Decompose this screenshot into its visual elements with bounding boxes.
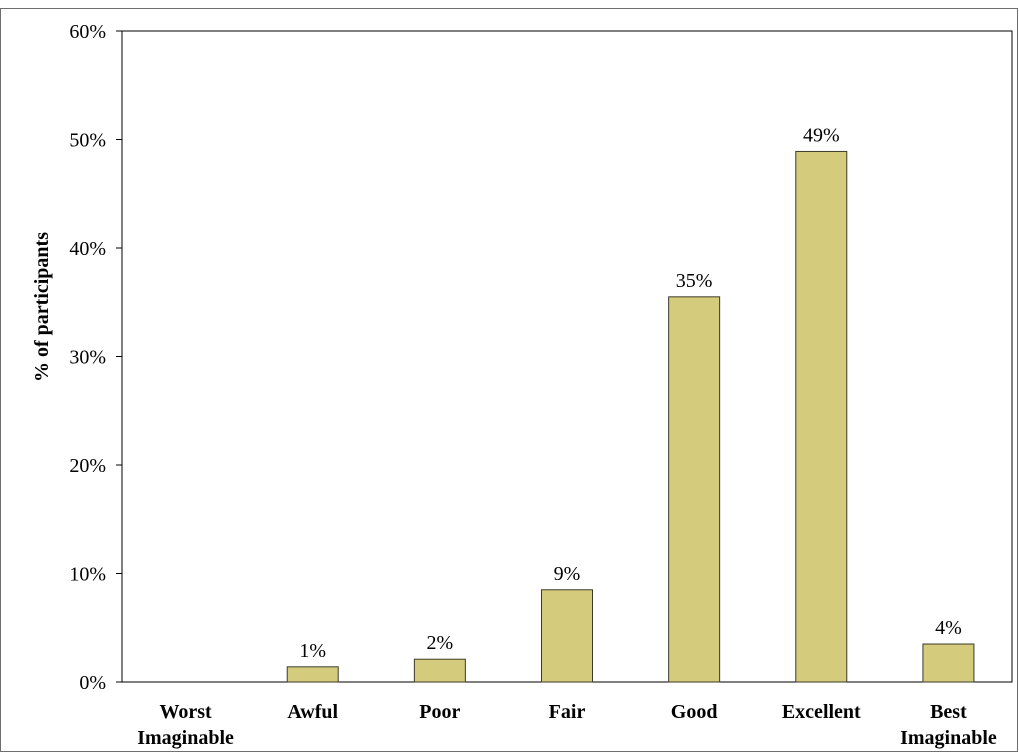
outer-frame — [0, 8, 1018, 752]
x-tick-label: Excellent — [782, 701, 861, 723]
x-tick-label: Good — [671, 701, 718, 723]
x-tick-label: Best Imaginable — [900, 701, 997, 749]
y-axis-title: % of participants — [31, 232, 53, 382]
x-tick-label: Worst Imaginable — [137, 701, 234, 749]
category-labels: Worst Imaginable Awful Poor Fair Good Excellen… — [137, 701, 997, 749]
y-tick-label: 30% — [69, 347, 106, 369]
data-label: 2% — [427, 632, 454, 654]
data-label: 35% — [676, 270, 713, 292]
y-tick-label: 50% — [69, 130, 106, 152]
y-tick-label: 60% — [69, 21, 106, 43]
data-labels: 1% 2% 9% 35% 49% 4% — [299, 124, 961, 661]
x-tick-label: Fair — [549, 701, 586, 723]
y-axis-ticks: 0% 10% 20% 30% 40% 50% 60% — [69, 21, 122, 694]
data-label: 4% — [935, 617, 962, 639]
bar — [413, 658, 466, 683]
bar — [922, 643, 975, 683]
y-tick-label: 40% — [69, 238, 106, 260]
y-tick-label: 20% — [69, 455, 106, 477]
x-tick-label: Awful — [287, 701, 338, 723]
y-tick-label: 0% — [79, 672, 106, 694]
bar — [286, 666, 339, 683]
data-label: 49% — [803, 124, 840, 146]
data-label: 1% — [299, 640, 326, 662]
x-tick-label: Poor — [419, 701, 460, 723]
y-tick-label: 10% — [69, 564, 106, 586]
bar — [668, 296, 721, 683]
bar — [795, 150, 848, 683]
bars — [286, 150, 975, 683]
bar — [541, 589, 593, 683]
data-label: 9% — [554, 563, 581, 585]
